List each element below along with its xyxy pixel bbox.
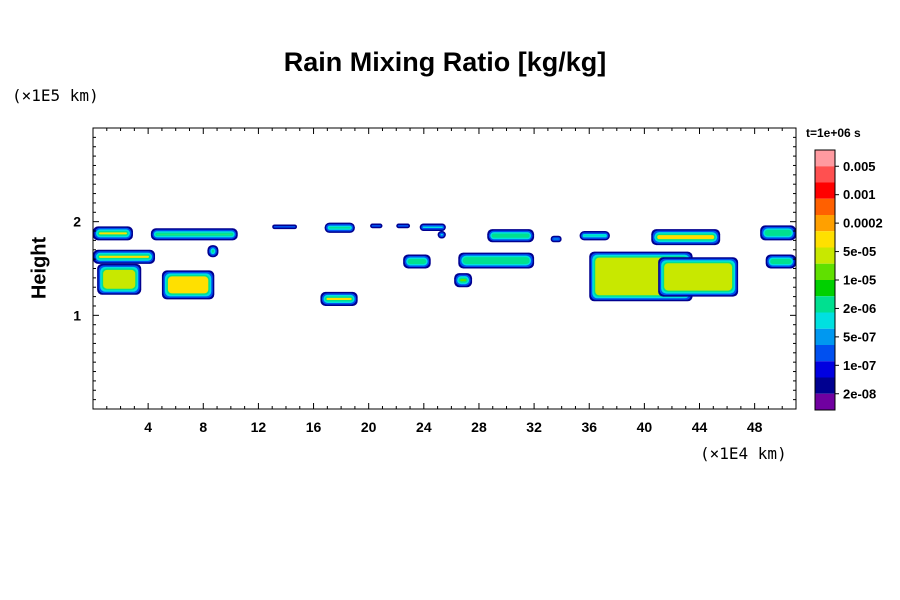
rain-patch: [161, 270, 215, 300]
x-tick-label: 44: [692, 419, 708, 435]
chart-title: Rain Mixing Ratio [kg/kg]: [283, 47, 607, 77]
colorbar-swatch: [815, 393, 835, 410]
rain-contour: [397, 225, 409, 227]
rain-core: [99, 255, 150, 258]
colorbar-time-label: t=1e+06 s: [806, 126, 861, 140]
rain-patch: [403, 254, 431, 269]
rain-patch: [93, 226, 133, 241]
colorbar-swatch: [815, 182, 835, 199]
x-tick-label: 8: [199, 419, 207, 435]
rain-contour: [211, 249, 214, 253]
x-tick-label: 16: [306, 419, 322, 435]
colorbar-label: 1e-07: [843, 358, 876, 373]
rain-contour: [422, 226, 443, 229]
rain-contour: [371, 225, 381, 227]
colorbar-swatch: [815, 361, 835, 378]
colorbar-swatch: [815, 166, 835, 183]
rain-patch: [579, 231, 610, 241]
rain-core: [99, 232, 127, 235]
colorbar-swatch: [815, 198, 835, 215]
rain-patch: [370, 223, 383, 229]
colorbar-swatch: [815, 312, 835, 329]
rain-patch: [320, 291, 358, 306]
rain-core: [464, 258, 529, 263]
rain-patch: [658, 257, 739, 297]
rain-contour: [329, 227, 351, 229]
x-tick-label: 36: [581, 419, 597, 435]
x-axis-unit: (×1E4 km): [700, 444, 787, 463]
x-tick-label: 20: [361, 419, 377, 435]
x-tick-label: 40: [637, 419, 653, 435]
rain-patch: [150, 228, 238, 241]
colorbar-label: 2e-06: [843, 301, 876, 316]
rain-patch: [272, 224, 298, 230]
y-tick-label: 1: [73, 307, 81, 323]
x-tick-label: 12: [251, 419, 267, 435]
rain-patch: [396, 223, 411, 229]
x-tick-label: 24: [416, 419, 432, 435]
colorbar-label: 1e-05: [843, 273, 876, 288]
rain-core: [409, 260, 425, 263]
y-tick-label: 2: [73, 214, 81, 230]
colorbar-swatch: [815, 345, 835, 362]
x-tick-label: 48: [747, 419, 763, 435]
rain-patch: [458, 252, 535, 269]
colorbar-label: 5e-05: [843, 244, 876, 259]
colorbar: 0.005 0.001 0.0002 5e-05 1e-05 2e-06 5e-07 1e-0…: [814, 149, 883, 411]
rain-field: [93, 222, 796, 306]
rain-core: [326, 297, 352, 300]
colorbar-swatch: [815, 231, 835, 248]
rain-patch: [97, 263, 142, 295]
rain-core: [167, 276, 209, 294]
rain-core: [493, 235, 529, 237]
rain-core: [657, 235, 715, 240]
colorbar-swatch: [815, 328, 835, 345]
colorbar-swatch: [815, 296, 835, 313]
colorbar-swatch: [815, 215, 835, 232]
rain-patch: [760, 225, 796, 241]
colorbar-label: 0.001: [843, 187, 876, 202]
colorbar-swatch: [815, 263, 835, 280]
colorbar-swatch: [815, 280, 835, 297]
colorbar-swatch: [815, 377, 835, 394]
rain-patch: [437, 231, 446, 239]
rain-contour: [440, 234, 443, 236]
rain-core: [103, 269, 136, 289]
rain-patch: [454, 273, 473, 288]
rain-patch: [765, 254, 796, 269]
rain-patch: [550, 235, 562, 243]
y-axis-unit: (×1E5 km): [12, 86, 99, 105]
colorbar-label: 2e-08: [843, 386, 876, 401]
x-tick-label: 28: [471, 419, 487, 435]
x-tick-label: 32: [526, 419, 542, 435]
colorbar-label: 0.0002: [843, 216, 883, 231]
rain-contour: [553, 238, 559, 240]
rain-core: [771, 260, 790, 263]
colorbar-swatch: [815, 247, 835, 264]
rain-core: [460, 279, 467, 282]
rain-patch: [93, 249, 156, 264]
rain-patch: [207, 245, 219, 258]
rain-contour: [273, 225, 296, 228]
colorbar-swatch: [815, 150, 835, 167]
x-tick-label: 4: [144, 419, 152, 435]
rain-core: [664, 263, 733, 291]
colorbar-label: 5e-07: [843, 329, 876, 344]
rain-core: [766, 231, 790, 235]
rain-patch: [324, 222, 355, 233]
rain-patch: [419, 223, 446, 232]
rain-patch: [487, 229, 535, 243]
rain-patch: [651, 229, 721, 246]
colorbar-label: 0.005: [843, 159, 876, 174]
